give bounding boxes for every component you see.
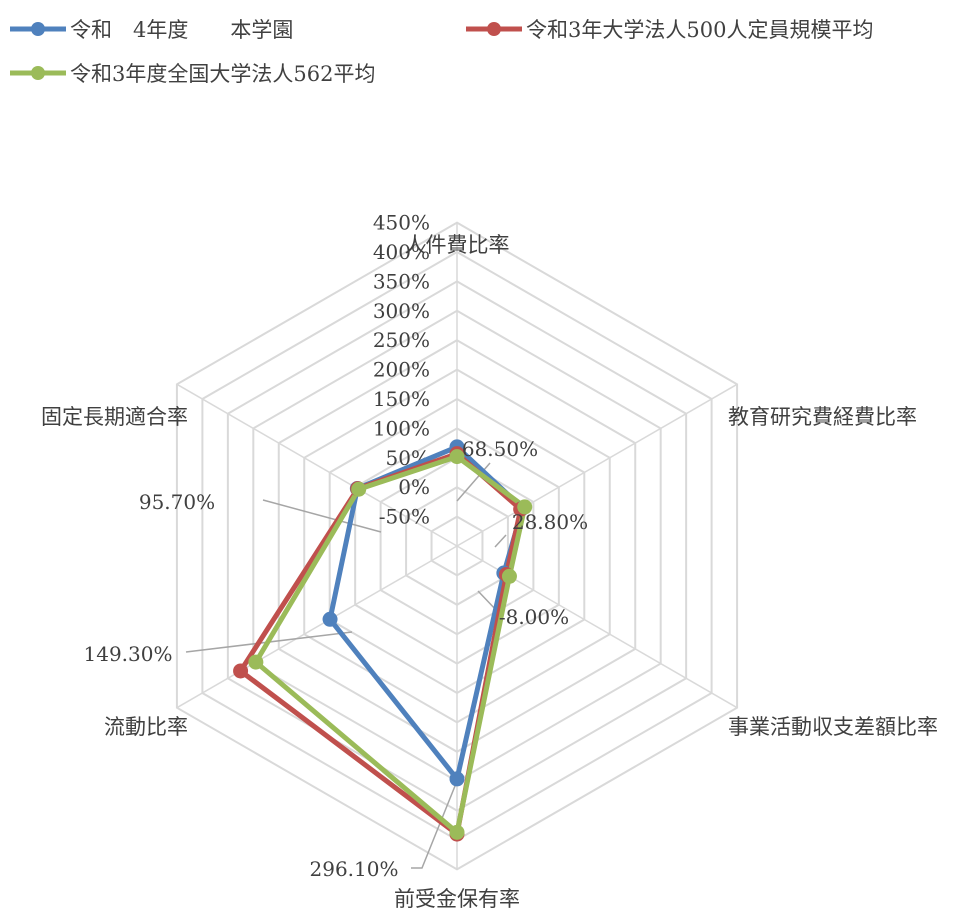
axis-label-fixed-long-term-ratio: 固定長期適合率: [41, 405, 188, 429]
legend-label-series-1: 令和 4年度 本学園: [70, 18, 293, 42]
tick-label: 0%: [398, 475, 430, 499]
series-3-point[interactable]: [517, 499, 533, 515]
data-label-advance: 296.10%: [310, 857, 399, 881]
series-3-point[interactable]: [248, 654, 264, 670]
tick-label: -50%: [379, 505, 430, 529]
series-2-point[interactable]: [233, 663, 249, 679]
leader-line-fixed: [262, 499, 382, 533]
legend-marker-series-1: [31, 22, 45, 36]
tick-label: 200%: [373, 358, 430, 382]
legend-item-series-3[interactable]: 令和3年度全国大学法人562平均: [10, 62, 375, 86]
tick-label: 400%: [373, 240, 430, 264]
legend-item-series-1[interactable]: 令和 4年度 本学園: [10, 18, 293, 42]
series-3-point[interactable]: [351, 481, 367, 497]
grid-spoke: [176, 545, 458, 709]
legend-item-series-2[interactable]: 令和3年大学法人500人定員規模平均: [466, 18, 873, 42]
series-3-point[interactable]: [449, 449, 465, 465]
leader-line-advance: [411, 780, 458, 869]
legend-label-series-3: 令和3年度全国大学法人562平均: [70, 62, 375, 86]
data-label-leaders: [185, 462, 507, 869]
tick-label: 100%: [373, 416, 430, 440]
axis-label-personnel-cost-ratio: 人件費比率: [405, 233, 510, 257]
axis-label-operating-balance-ratio: 事業活動収支差額比率: [728, 715, 938, 739]
grid-spoke: [456, 383, 738, 547]
series-1-point[interactable]: [449, 771, 465, 787]
series-points: [233, 439, 533, 842]
data-label-personnel: 68.50%: [462, 437, 538, 461]
axis-label-advance-receipt-ratio: 前受金保有率: [394, 887, 520, 911]
tick-label: 450%: [373, 211, 430, 235]
leader-line-education: [494, 534, 507, 548]
data-labels: 68.50% 28.80% -8.00% 296.10% 149.30% 95.…: [84, 437, 589, 881]
series-1-point[interactable]: [322, 611, 338, 627]
tick-label: 300%: [373, 299, 430, 323]
legend-marker-series-3: [31, 66, 45, 80]
tick-label: 350%: [373, 269, 430, 293]
data-label-current: 149.30%: [84, 642, 173, 666]
data-label-education: 28.80%: [512, 510, 588, 534]
tick-label: 250%: [373, 328, 430, 352]
legend-label-series-2: 令和3年大学法人500人定員規模平均: [526, 18, 873, 42]
radial-tick-labels: 450%400%350%300%250%200%150%100%50%0%-50…: [373, 211, 430, 529]
data-label-fixed: 95.70%: [139, 490, 215, 514]
tick-label: 150%: [373, 387, 430, 411]
axis-label-current-ratio: 流動比率: [104, 715, 188, 739]
series-3-point[interactable]: [449, 824, 465, 840]
grid-spoke: [176, 383, 458, 547]
axis-label-education-research-cost-ratio: 教育研究費経費比率: [728, 405, 917, 429]
series-3-point[interactable]: [501, 568, 517, 584]
data-label-operating: -8.00%: [499, 605, 569, 629]
legend: 令和 4年度 本学園 令和3年大学法人500人定員規模平均 令和3年度全国大学法…: [10, 18, 873, 86]
legend-marker-series-2: [487, 22, 501, 36]
